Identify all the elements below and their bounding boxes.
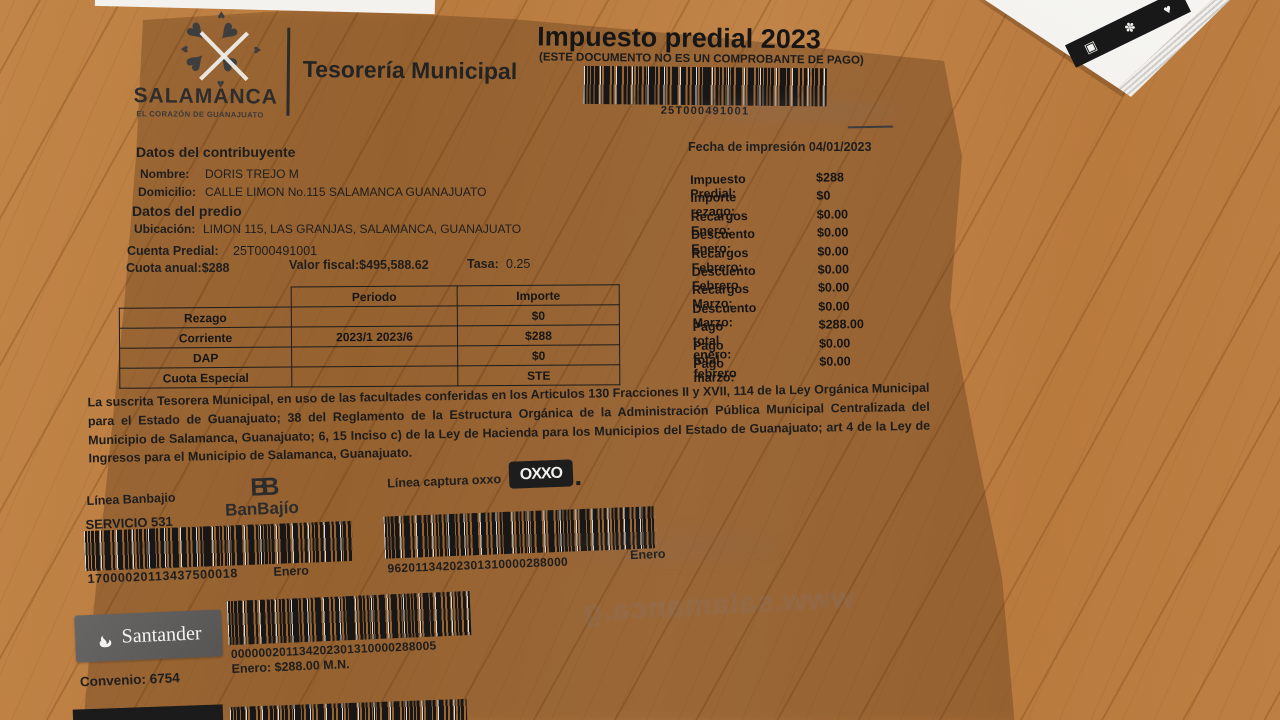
annual-fee: Cuota anual:$288 (126, 261, 230, 275)
property-location: LIMON 115, LAS GRANJAS, SALAMANCA, GUANA… (203, 222, 522, 236)
santander-barcode (226, 591, 472, 646)
showthrough-smudge (560, 528, 775, 564)
santander-brand: Santander (121, 622, 203, 648)
taxpayer-address: CALLE LIMON No.115 SALAMANCA GUANAJUATO (205, 185, 487, 199)
booklet-logo-glyph: ✽ (1121, 17, 1139, 37)
rate-label: Tasa: (467, 257, 499, 271)
booklet-logo-glyph: ▣ (1081, 36, 1100, 56)
rate-value: 0.25 (506, 257, 531, 271)
santander-agreement: Convenio: 6754 (79, 670, 181, 690)
account-label: Cuenta Predial: (127, 244, 219, 258)
property-section-title: Datos del predio (132, 203, 242, 219)
address-label: Domicilio: (138, 185, 197, 199)
santander-flame-icon (99, 634, 111, 647)
name-label: Nombre: (140, 167, 190, 181)
account-number: 25T000491001 (233, 244, 318, 258)
taxpayer-name: DORIS TREJO M (205, 167, 299, 181)
santander-logo: Santander (74, 609, 224, 663)
location-label: Ubicación: (134, 222, 196, 236)
print-date: Fecha de impresión 04/01/2023 (688, 140, 872, 154)
taxpayer-section-title: Datos del contribuyente (136, 144, 296, 160)
booklet-logo-glyph: ♥ (1160, 0, 1175, 18)
fiscal-value: Valor fiscal:$495,588.62 (289, 258, 429, 272)
showthrough-smudge (688, 98, 903, 124)
